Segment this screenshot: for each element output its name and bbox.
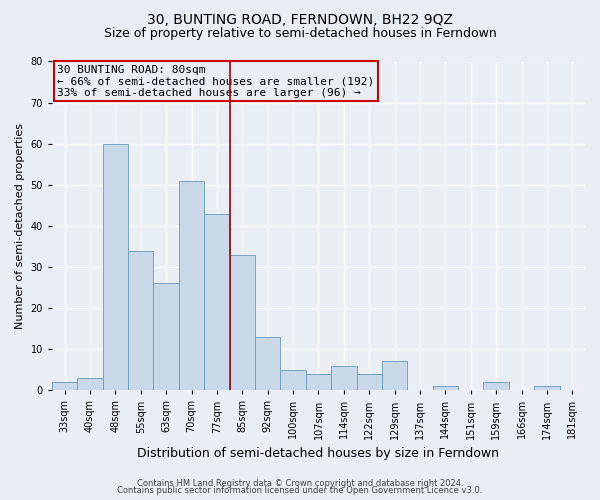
- Bar: [306, 374, 331, 390]
- Text: 30 BUNTING ROAD: 80sqm
← 66% of semi-detached houses are smaller (192)
33% of se: 30 BUNTING ROAD: 80sqm ← 66% of semi-det…: [57, 65, 374, 98]
- Bar: [77, 378, 103, 390]
- X-axis label: Distribution of semi-detached houses by size in Ferndown: Distribution of semi-detached houses by …: [137, 447, 499, 460]
- Text: 30, BUNTING ROAD, FERNDOWN, BH22 9QZ: 30, BUNTING ROAD, FERNDOWN, BH22 9QZ: [147, 12, 453, 26]
- Bar: [331, 366, 356, 390]
- Text: Contains HM Land Registry data © Crown copyright and database right 2024.: Contains HM Land Registry data © Crown c…: [137, 478, 463, 488]
- Bar: [154, 284, 179, 391]
- Bar: [230, 254, 255, 390]
- Bar: [255, 337, 280, 390]
- Bar: [433, 386, 458, 390]
- Bar: [204, 214, 230, 390]
- Text: Contains public sector information licensed under the Open Government Licence v3: Contains public sector information licen…: [118, 486, 482, 495]
- Text: Size of property relative to semi-detached houses in Ferndown: Size of property relative to semi-detach…: [104, 28, 496, 40]
- Bar: [128, 250, 154, 390]
- Bar: [534, 386, 560, 390]
- Y-axis label: Number of semi-detached properties: Number of semi-detached properties: [15, 123, 25, 329]
- Bar: [382, 362, 407, 390]
- Bar: [484, 382, 509, 390]
- Bar: [103, 144, 128, 390]
- Bar: [280, 370, 306, 390]
- Bar: [179, 180, 204, 390]
- Bar: [52, 382, 77, 390]
- Bar: [356, 374, 382, 390]
